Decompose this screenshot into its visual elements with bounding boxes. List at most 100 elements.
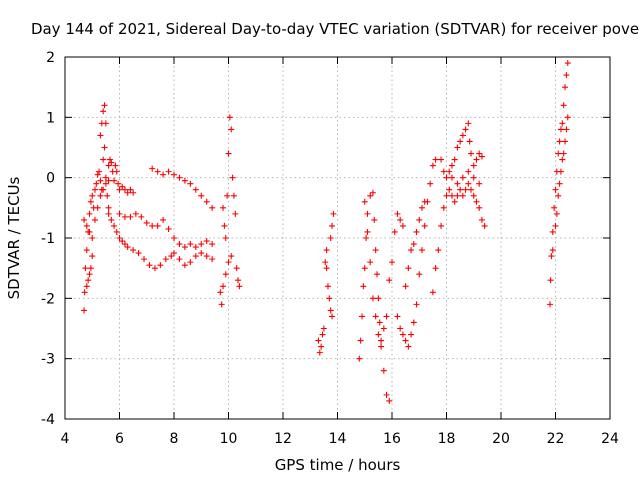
data-point — [556, 138, 563, 145]
data-point — [100, 108, 107, 115]
data-point — [113, 228, 120, 235]
data-point — [116, 186, 123, 193]
data-point — [371, 216, 378, 223]
data-point — [105, 177, 112, 184]
data-point — [440, 204, 447, 211]
y-tick-label: 1 — [46, 110, 55, 126]
data-point — [383, 313, 390, 320]
data-point — [316, 349, 323, 356]
data-point — [476, 204, 483, 211]
data-point — [559, 120, 566, 127]
data-point — [408, 331, 415, 338]
data-point — [203, 253, 210, 260]
data-point — [322, 259, 329, 266]
data-point — [356, 355, 363, 362]
data-point — [162, 256, 169, 263]
data-point — [416, 216, 423, 223]
data-point — [432, 265, 439, 272]
data-point — [192, 253, 199, 260]
data-point — [468, 186, 475, 193]
data-point — [359, 313, 366, 320]
data-point — [357, 337, 364, 344]
data-point — [465, 168, 472, 175]
data-point — [319, 331, 326, 338]
y-tick-label: -2 — [41, 291, 55, 307]
x-tick-label: 18 — [438, 431, 456, 447]
data-point — [119, 238, 126, 245]
x-tick-label: 24 — [601, 431, 619, 447]
data-point — [225, 150, 232, 157]
data-point — [457, 186, 464, 193]
data-point — [218, 301, 225, 308]
data-point — [468, 150, 475, 157]
data-point — [86, 271, 93, 278]
data-point — [232, 210, 239, 217]
data-point — [130, 189, 137, 196]
data-point — [446, 168, 453, 175]
data-point — [124, 244, 131, 251]
data-point — [235, 277, 242, 284]
data-point — [102, 180, 109, 187]
data-point — [100, 186, 107, 193]
data-point — [378, 343, 385, 350]
data-point — [209, 256, 216, 263]
y-tick-label: -4 — [41, 412, 55, 428]
data-point — [226, 114, 233, 121]
x-tick-labels: 4 6 8 10 12 14 16 18 20 22 24 — [61, 431, 619, 447]
data-point — [380, 367, 387, 374]
data-point — [547, 301, 554, 308]
data-point — [323, 247, 330, 254]
data-point — [113, 168, 120, 175]
x-axis-label: GPS time / hours — [275, 456, 401, 474]
data-point — [364, 228, 371, 235]
data-point — [326, 295, 333, 302]
data-point — [154, 168, 161, 175]
data-point — [386, 397, 393, 404]
data-point — [89, 235, 96, 241]
data-point — [187, 259, 194, 266]
data-point — [209, 241, 216, 248]
data-point — [192, 186, 199, 193]
data-point — [470, 192, 477, 199]
data-point — [560, 102, 567, 109]
y-tick-label: 0 — [46, 171, 55, 187]
data-point — [443, 192, 450, 199]
data-point — [104, 192, 111, 199]
data-points — [81, 60, 571, 404]
data-point — [405, 265, 412, 272]
data-point — [220, 204, 227, 211]
data-point — [473, 198, 480, 205]
data-point — [149, 165, 156, 172]
data-point — [438, 156, 445, 163]
data-point — [476, 150, 483, 157]
x-tick-label: 14 — [329, 431, 347, 447]
data-point — [421, 198, 428, 205]
data-point — [229, 174, 236, 181]
data-point — [389, 259, 395, 266]
data-point — [181, 244, 188, 251]
data-point — [94, 204, 101, 211]
data-point — [127, 213, 134, 220]
data-point — [318, 343, 325, 350]
data-point — [94, 171, 101, 178]
data-point — [399, 222, 406, 229]
data-point — [100, 156, 107, 163]
data-point — [451, 198, 458, 205]
data-point — [329, 222, 336, 229]
data-point — [91, 216, 98, 223]
data-point — [89, 192, 96, 199]
data-point — [555, 150, 562, 157]
data-point — [108, 216, 115, 223]
data-point — [556, 180, 563, 187]
data-point — [222, 235, 229, 241]
data-point — [119, 183, 126, 190]
data-point — [160, 171, 167, 178]
data-point — [448, 174, 455, 181]
data-point — [361, 265, 368, 272]
y-tick-label: 2 — [46, 50, 55, 66]
data-point — [203, 238, 210, 245]
data-point — [327, 235, 334, 241]
data-point — [418, 204, 425, 211]
data-point — [102, 120, 109, 127]
data-point — [198, 192, 205, 199]
